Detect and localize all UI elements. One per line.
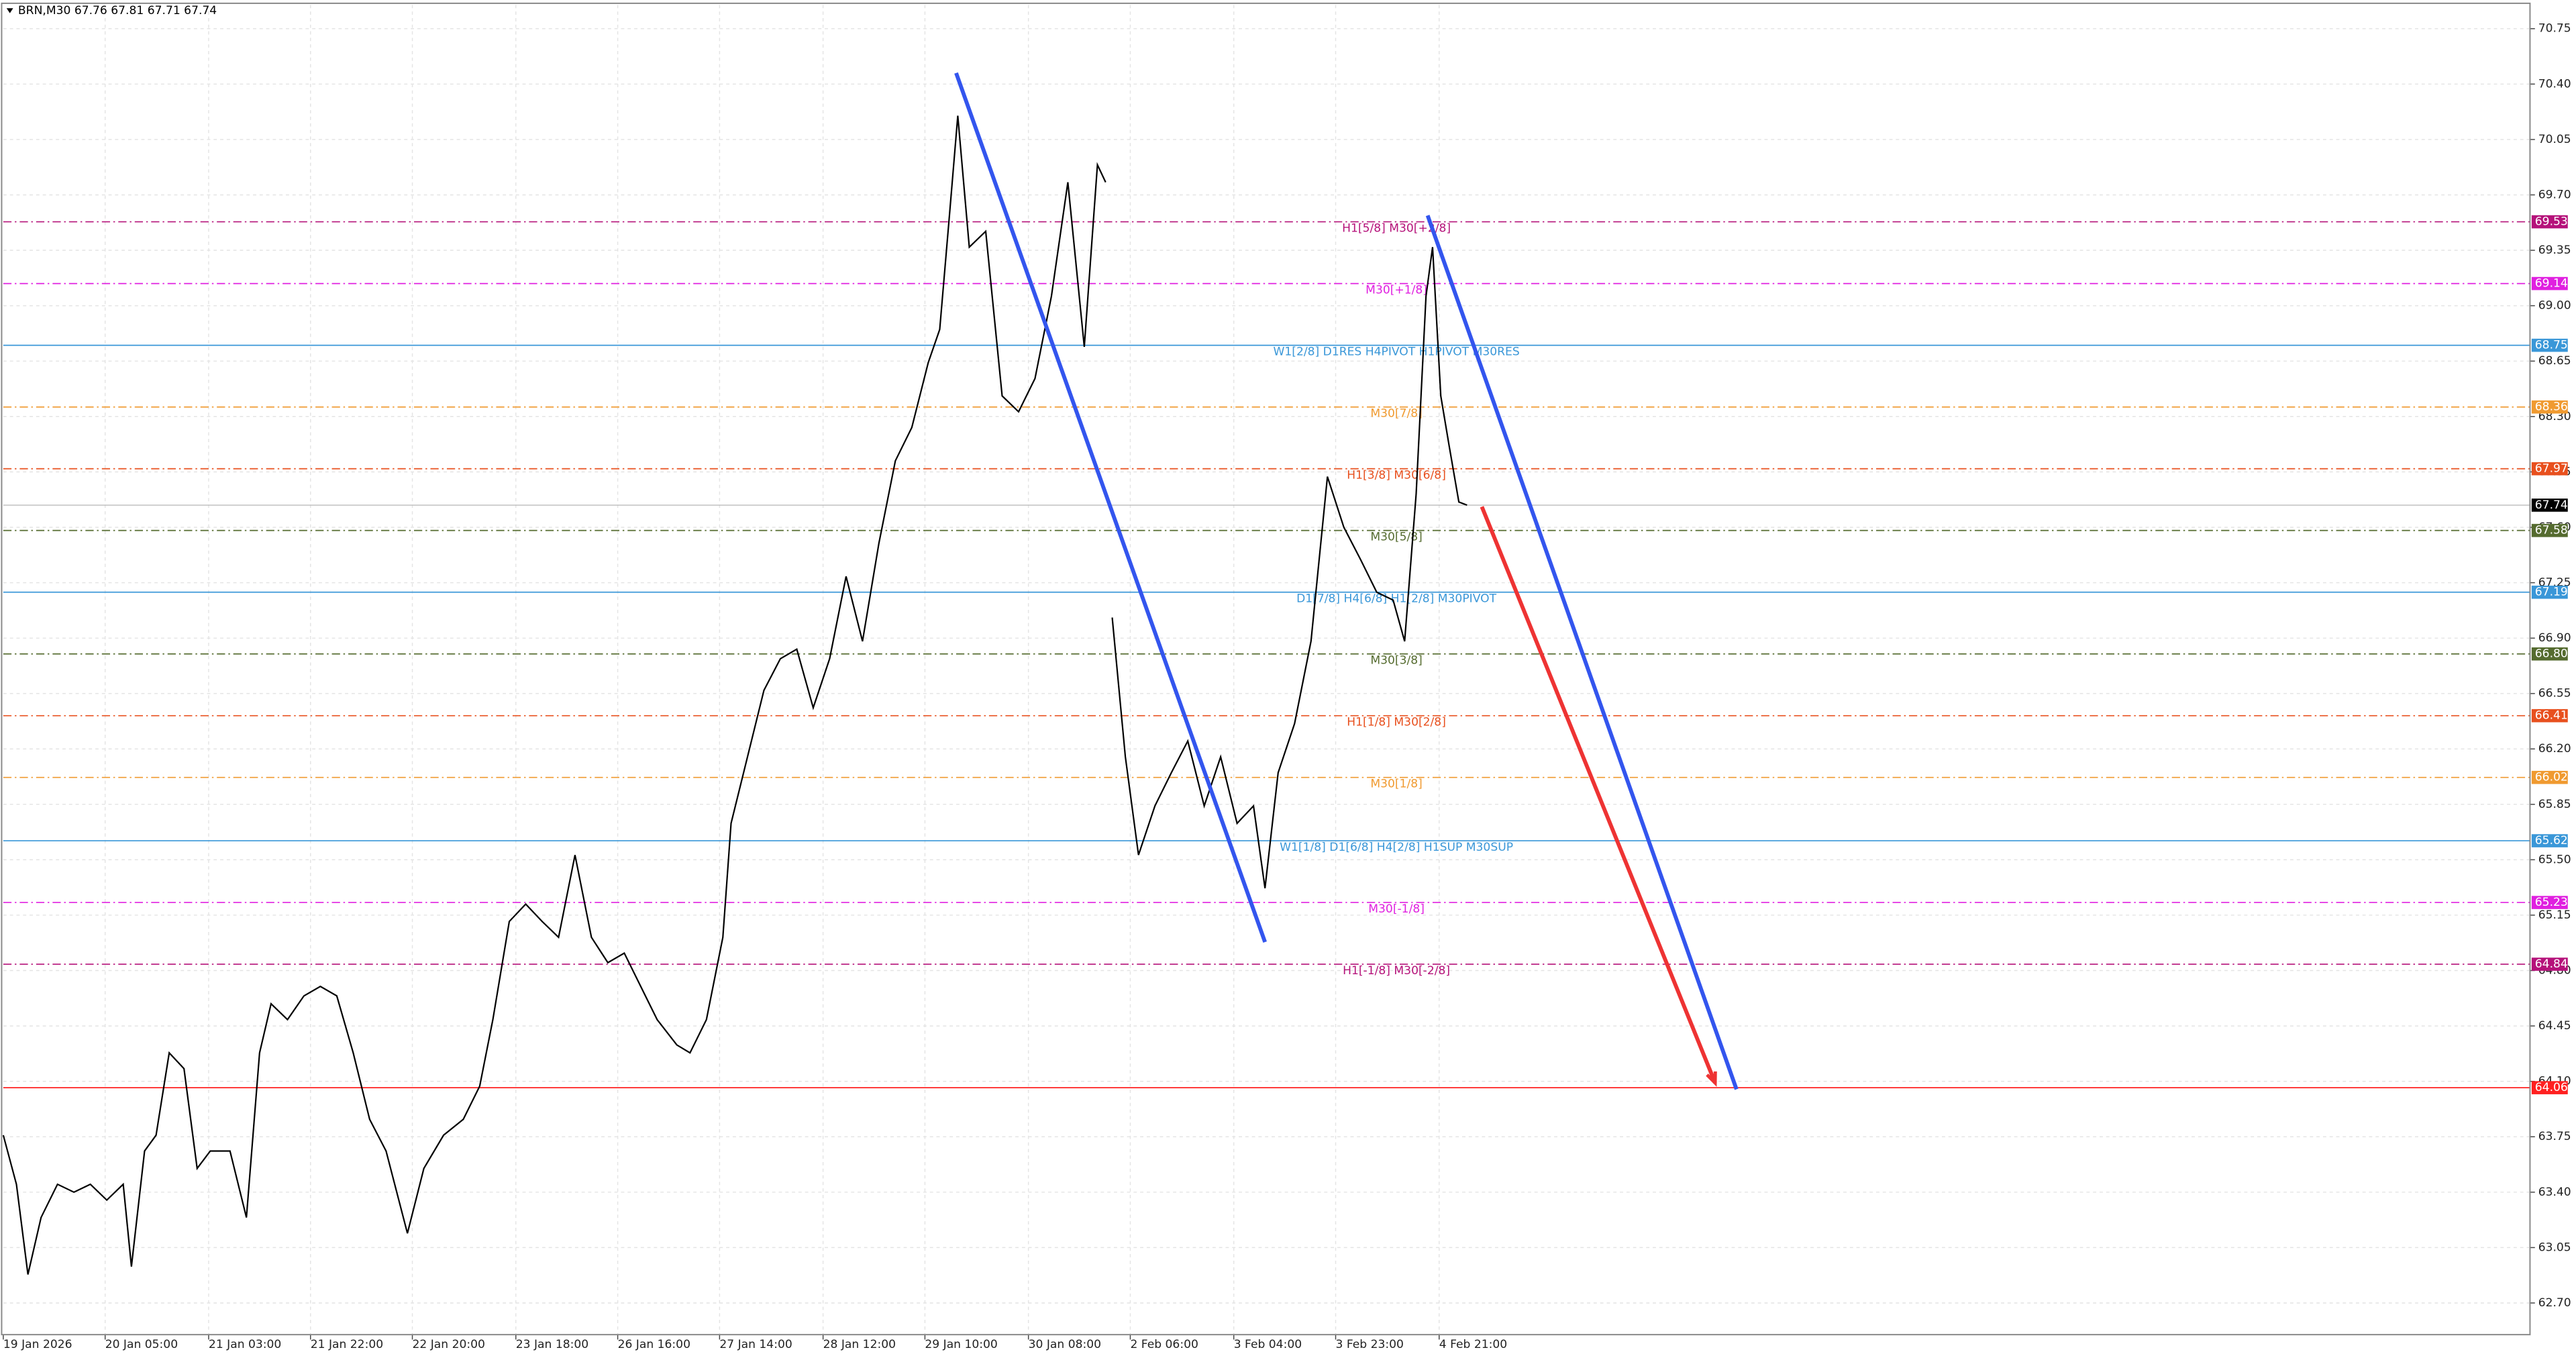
x-tick-label: 30 Jan 08:00 — [1029, 1338, 1101, 1351]
chart-title: BRN,M30 67.76 67.81 67.71 67.74 — [18, 4, 217, 17]
y-tick-label: 70.05 — [2538, 133, 2571, 146]
y-tick-label: 65.50 — [2538, 853, 2571, 866]
grid-layer: 70.7570.4070.0569.7069.3569.0068.6568.30… — [3, 5, 2571, 1351]
level-label: M30[+1/8] — [1366, 283, 1427, 297]
x-tick-label: 3 Feb 04:00 — [1234, 1338, 1302, 1351]
price-tag-label: 67.19 — [2535, 586, 2568, 599]
y-tick-label: 62.70 — [2538, 1296, 2571, 1310]
price-tag-label: 65.23 — [2535, 896, 2568, 909]
arrow-head — [1706, 1071, 1717, 1087]
level-label: M30[7/8] — [1370, 407, 1422, 420]
level-label: M30[5/8] — [1370, 530, 1422, 543]
price-tag-label: 64.84 — [2535, 957, 2568, 971]
y-tick-label: 66.20 — [2538, 742, 2571, 755]
y-tick-label: 63.75 — [2538, 1130, 2571, 1143]
price-tag — [2531, 400, 2568, 414]
price-tag-label: 67.74 — [2535, 499, 2568, 512]
x-tick-label: 20 Jan 05:00 — [105, 1338, 178, 1351]
price-tag-label: 67.58 — [2535, 524, 2568, 537]
trend-line — [1480, 506, 1717, 1084]
tags-layer: 69.53 69.14 68.75 68.36 67.97 67.58 67.19 66.80… — [2531, 215, 2568, 1094]
levels-layer: H1[5/8] M30[+2/8] M30[+1/8] W1[2/8] D1RES … — [3, 221, 2530, 1088]
price-tag-label: 68.75 — [2535, 339, 2568, 352]
level-label: D1[7/8] H4[6/8] H1[2/8] M30PIVOT — [1296, 592, 1496, 605]
y-tick-label: 64.45 — [2538, 1019, 2571, 1033]
level-label: M30[3/8] — [1370, 654, 1422, 667]
y-tick-label: 70.75 — [2538, 22, 2571, 36]
x-tick-label: 21 Jan 22:00 — [311, 1338, 383, 1351]
level-label: W1[1/8] D1[6/8] H4[2/8] H1SUP M30SUP — [1280, 841, 1513, 854]
price-tag-label: 66.80 — [2535, 647, 2568, 661]
menu-arrow[interactable] — [6, 8, 13, 13]
price-tag-label: 67.97 — [2535, 462, 2568, 476]
trend-line — [1425, 215, 1739, 1090]
y-tick-label: 66.55 — [2538, 687, 2571, 700]
level-label: W1[2/8] D1RES H4PIVOT H1PIVOT M30RES — [1273, 345, 1519, 358]
price-tag — [2531, 896, 2568, 909]
price-tag-label: 66.02 — [2535, 771, 2568, 784]
x-tick-label: 4 Feb 21:00 — [1439, 1338, 1507, 1351]
x-tick-label: 21 Jan 03:00 — [209, 1338, 281, 1351]
x-tick-label: 26 Jan 16:00 — [618, 1338, 690, 1351]
y-tick-label: 70.40 — [2538, 77, 2571, 91]
y-tick-label: 66.90 — [2538, 631, 2571, 645]
price-tag-label: 69.14 — [2535, 277, 2568, 291]
price-tag — [2531, 1081, 2568, 1094]
level-label: H1[-1/8] M30[-2/8] — [1343, 964, 1450, 978]
x-tick-label: 22 Jan 20:00 — [413, 1338, 485, 1351]
price-tag — [2531, 585, 2568, 599]
level-label: H1[5/8] M30[+2/8] — [1342, 221, 1451, 235]
price-tag-label: 64.06 — [2535, 1081, 2568, 1094]
price-tag-label: 68.36 — [2535, 401, 2568, 414]
price-tag-label: 65.62 — [2535, 834, 2568, 847]
x-tick-label: 3 Feb 23:00 — [1336, 1338, 1404, 1351]
price-tag — [2531, 276, 2568, 291]
y-tick-label: 69.35 — [2538, 244, 2571, 257]
y-tick-label: 63.40 — [2538, 1186, 2571, 1199]
price-tag — [2531, 499, 2568, 512]
x-tick-label: 2 Feb 06:00 — [1130, 1338, 1198, 1351]
price-tag — [2531, 770, 2568, 784]
y-tick-label: 65.85 — [2538, 798, 2571, 811]
x-tick-label: 28 Jan 12:00 — [823, 1338, 896, 1351]
level-label: H1[3/8] M30[6/8] — [1347, 468, 1446, 482]
level-label: H1[1/8] M30[2/8] — [1347, 715, 1446, 729]
y-tick-label: 65.15 — [2538, 908, 2571, 922]
y-tick-label: 63.05 — [2538, 1241, 2571, 1254]
price-tag — [2531, 957, 2568, 971]
plot-frame — [1, 2, 2531, 1336]
x-tick-label: 19 Jan 2026 — [3, 1338, 72, 1351]
level-label: M30[-1/8] — [1368, 902, 1425, 916]
price-tag — [2531, 709, 2568, 723]
y-tick-label: 69.00 — [2538, 299, 2571, 313]
x-tick-label: 29 Jan 10:00 — [925, 1338, 997, 1351]
x-tick-label: 27 Jan 14:00 — [719, 1338, 792, 1351]
y-tick-label: 68.65 — [2538, 354, 2571, 368]
price-tag — [2531, 834, 2568, 847]
plot-layer — [2, 72, 1739, 1275]
price-tag — [2531, 523, 2568, 537]
trend-line — [954, 72, 1267, 943]
price-tag-label: 69.53 — [2535, 215, 2568, 229]
price-tag — [2531, 215, 2568, 229]
price-tag — [2531, 462, 2568, 476]
x-tick-label: 23 Jan 18:00 — [516, 1338, 588, 1351]
price-tag — [2531, 647, 2568, 661]
price-tag-label: 66.41 — [2535, 709, 2568, 723]
price-tag — [2531, 338, 2568, 352]
level-label: M30[1/8] — [1370, 777, 1422, 790]
y-tick-label: 69.70 — [2538, 188, 2571, 201]
price-line — [2, 115, 1467, 1275]
